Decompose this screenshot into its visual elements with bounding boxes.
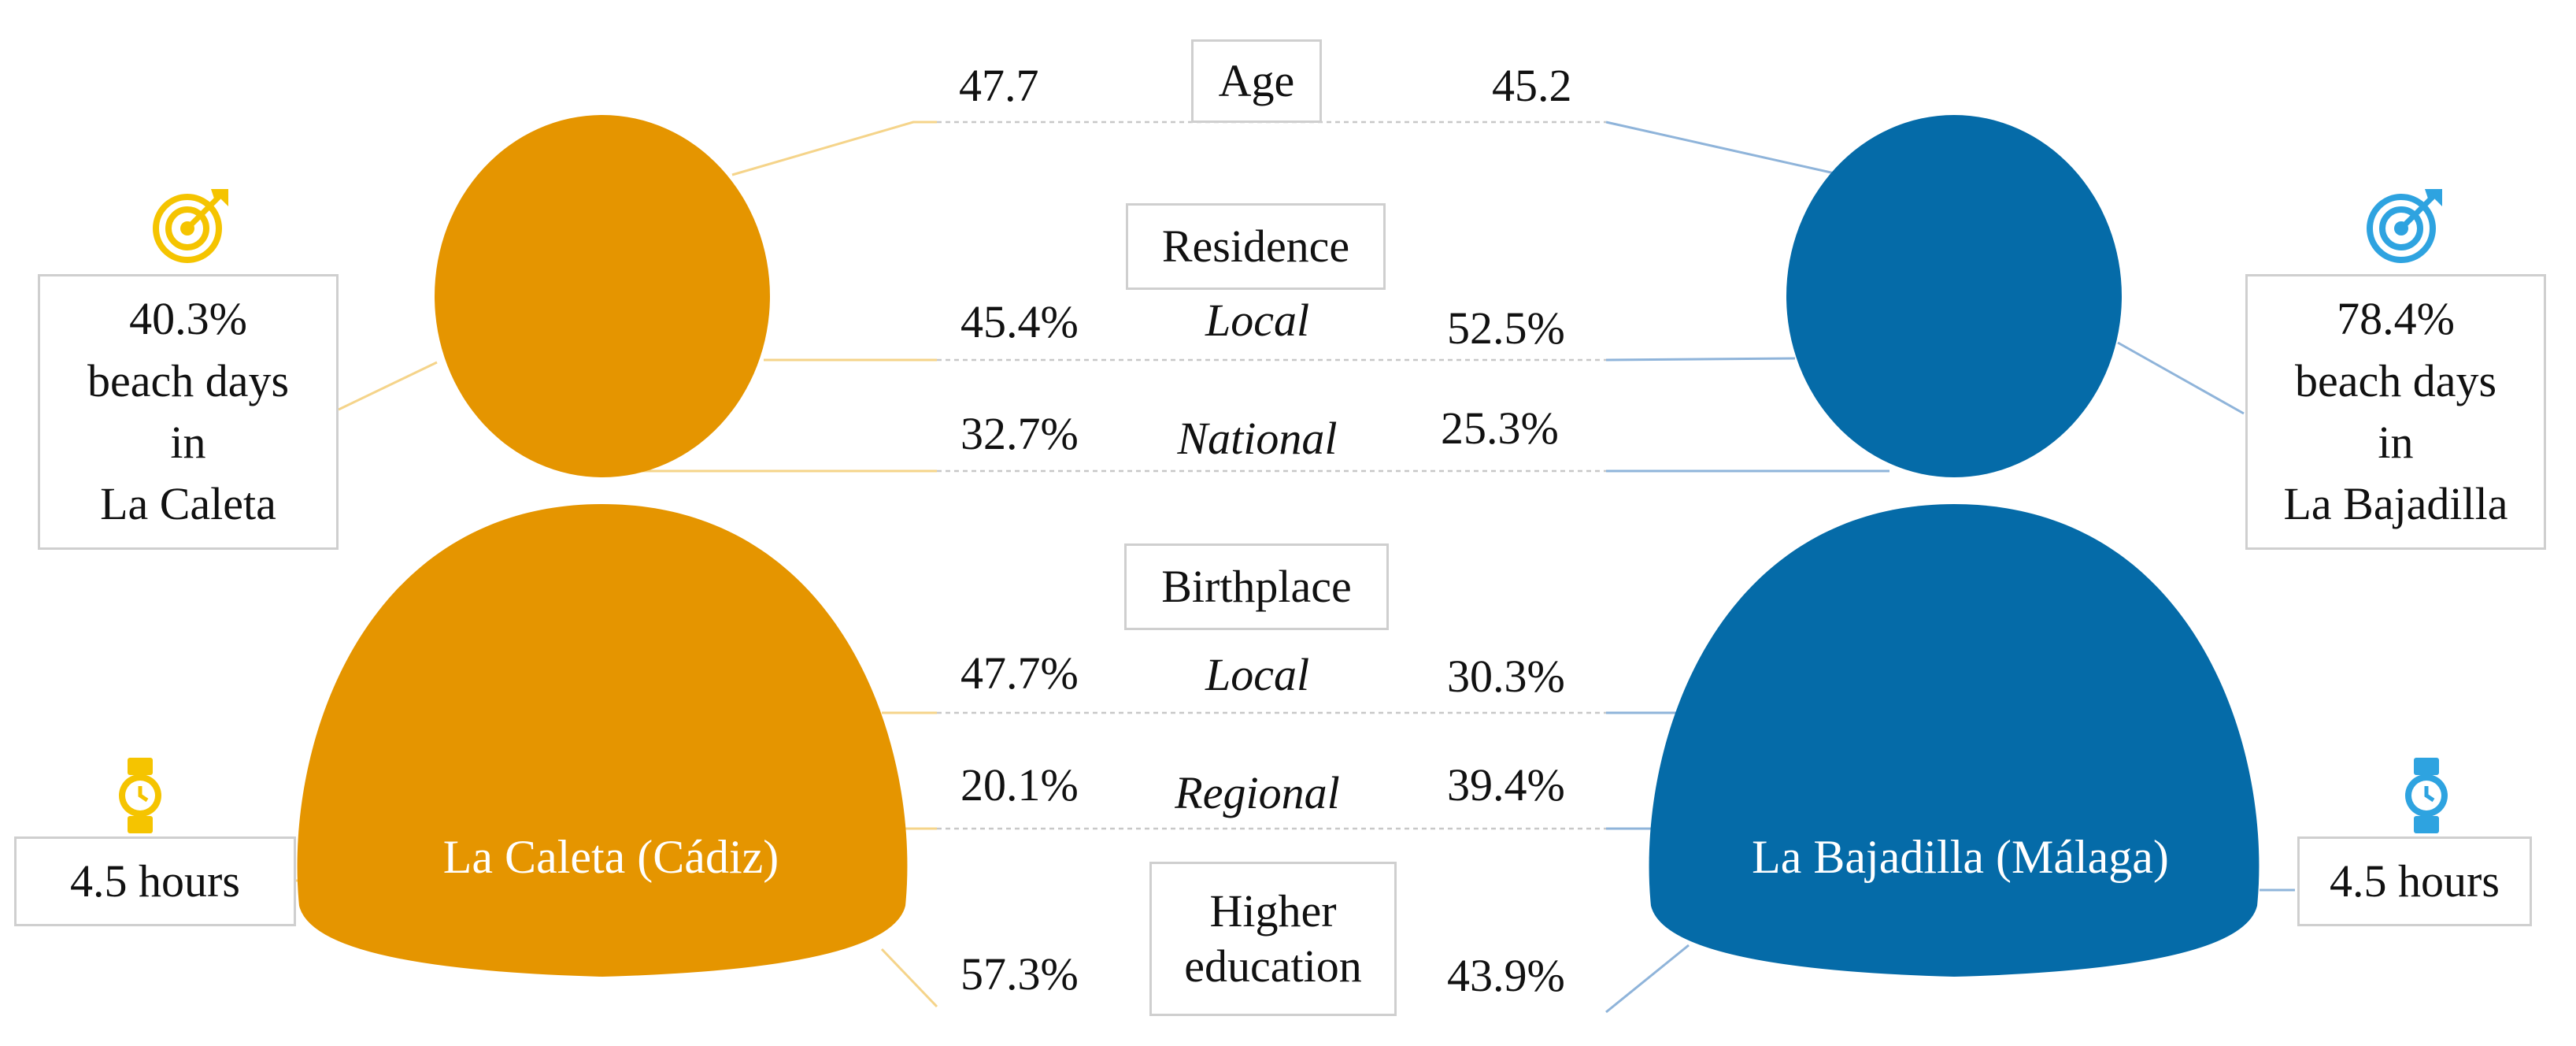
birthplace-local-right: 30.3% [1447, 651, 1565, 702]
education-header: Higher education [1149, 862, 1397, 1016]
education-label-line1: Higher [1209, 885, 1337, 937]
caleta-name: La Caleta (Cádiz) [442, 831, 779, 883]
residence-local-left: 45.4% [960, 296, 1079, 347]
age-left-value: 47.7 [959, 60, 1039, 111]
birthplace-label: Birthplace [1161, 561, 1352, 613]
bajadilla-head [1786, 115, 2122, 477]
bajadilla-beach-days-line3: in [2378, 417, 2414, 468]
target-icon [153, 189, 228, 263]
bajadilla-beach-days-line2: beach days [2294, 354, 2497, 406]
age-header: Age [1191, 39, 1322, 123]
caleta-beach-days-line2: beach days [87, 354, 290, 406]
person-la-caleta [297, 115, 908, 977]
birthplace-regional-right: 39.4% [1447, 759, 1565, 810]
caleta-body [297, 504, 908, 977]
caleta-beach-days-pct: 40.3% [129, 293, 247, 345]
bajadilla-beach-days-line4: La Bajadilla [2283, 478, 2508, 530]
residence-header: Residence [1126, 203, 1386, 290]
birthplace-local-category: Local [1205, 649, 1310, 700]
right-connectors [1605, 121, 2295, 1014]
residence-local-right: 52.5% [1447, 302, 1565, 354]
watch-icon [2405, 758, 2448, 833]
target-icon [2367, 189, 2442, 263]
caleta-beach-days-line4: La Caleta [100, 478, 276, 530]
watch-icon [119, 758, 161, 833]
residence-national-right: 25.3% [1441, 402, 1559, 454]
birthplace-regional-left: 20.1% [960, 759, 1079, 810]
bajadilla-hours-box: 4.5 hours [2297, 836, 2532, 926]
bajadilla-hours: 4.5 hours [2330, 855, 2500, 907]
residence-national-left: 32.7% [960, 408, 1079, 459]
birthplace-local-left: 47.7% [960, 647, 1079, 699]
caleta-hours-box: 4.5 hours [14, 836, 296, 926]
caleta-hours: 4.5 hours [70, 855, 240, 907]
education-right-value: 43.9% [1447, 950, 1565, 1001]
education-left-value: 57.3% [960, 948, 1079, 1000]
bajadilla-beach-days-box: 78.4% beach days in La Bajadilla [2245, 274, 2546, 550]
caleta-beach-days-box: 40.3% beach days in La Caleta [38, 274, 339, 550]
residence-label: Residence [1161, 221, 1350, 273]
age-right-value: 45.2 [1492, 60, 1572, 111]
bajadilla-body [1649, 504, 2260, 977]
bajadilla-name: La Bajadilla (Málaga) [1752, 831, 2169, 883]
caleta-head [435, 115, 770, 477]
caleta-beach-days-line3: in [170, 417, 206, 468]
education-label-line2: education [1184, 940, 1362, 992]
residence-national-category: National [1177, 413, 1338, 464]
bajadilla-beach-days-pct: 78.4% [2337, 293, 2455, 345]
dashed-guides [937, 121, 1606, 830]
residence-local-category: Local [1205, 295, 1310, 346]
birthplace-regional-category: Regional [1175, 767, 1340, 818]
person-la-bajadilla [1649, 115, 2260, 977]
age-label: Age [1218, 55, 1295, 107]
left-connectors [295, 121, 938, 1008]
birthplace-header: Birthplace [1124, 543, 1389, 630]
